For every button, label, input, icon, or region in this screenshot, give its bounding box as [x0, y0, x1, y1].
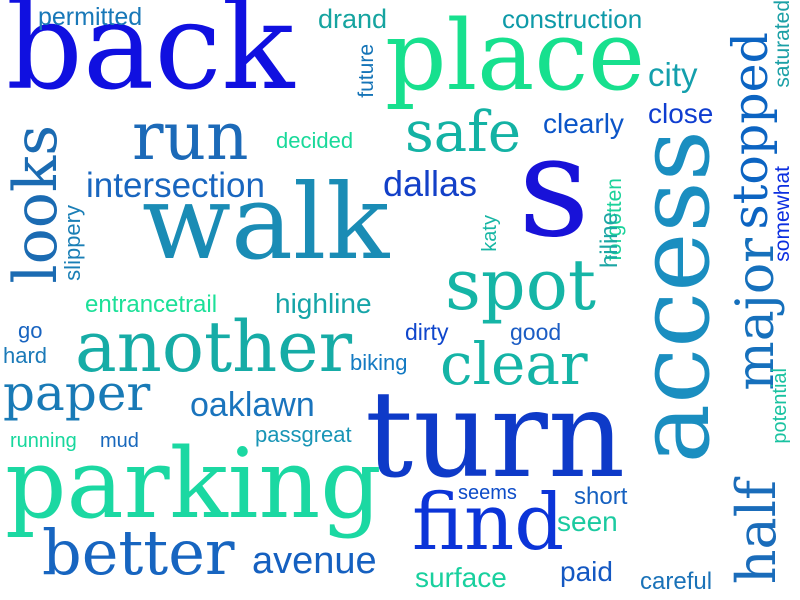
- word-intersection: intersection: [86, 166, 265, 205]
- word-permitted: permitted: [38, 3, 143, 31]
- word-go: go: [18, 318, 43, 343]
- word-close: close: [648, 98, 714, 129]
- word-running: running: [10, 430, 77, 452]
- word-mud: mud: [100, 430, 139, 452]
- word-walk: walk: [142, 161, 390, 283]
- word-city: city: [648, 56, 698, 93]
- word-saturated: saturated: [771, 0, 794, 88]
- word-dirty: dirty: [405, 319, 449, 345]
- word-stopped: stopped: [722, 32, 779, 230]
- word-better: better: [42, 516, 235, 589]
- word-paper: paper: [3, 364, 151, 422]
- word-seen: seen: [557, 506, 618, 537]
- word-future: future: [355, 44, 378, 98]
- word-careful: careful: [640, 568, 713, 595]
- word-s: s: [518, 106, 590, 269]
- word-safe: safe: [405, 100, 521, 165]
- word-passgreat: passgreat: [255, 422, 352, 447]
- word-clear: clear: [440, 330, 588, 398]
- word-oaklawn: oaklawn: [190, 386, 315, 424]
- word-good: good: [510, 319, 562, 345]
- word-entrancetrail: entrancetrail: [85, 291, 218, 318]
- word-avenue: avenue: [252, 540, 377, 582]
- word-surface: surface: [415, 562, 507, 593]
- word-dallas: dallas: [383, 163, 478, 204]
- word-hard: hard: [3, 343, 48, 368]
- word-construction: construction: [502, 4, 643, 34]
- word-decided: decided: [276, 128, 354, 153]
- word-another: another: [75, 306, 353, 388]
- word-back: back: [6, 0, 295, 117]
- word-find: find: [412, 478, 565, 568]
- word-parking: parking: [5, 428, 382, 540]
- word-place: place: [385, 0, 645, 112]
- word-access: access: [615, 130, 732, 464]
- word-turn: turn: [365, 366, 626, 505]
- word-slippery: slippery: [60, 205, 85, 281]
- word-run: run: [132, 98, 249, 175]
- word-biking: biking: [350, 350, 408, 375]
- word-paid: paid: [560, 556, 613, 587]
- word-highline: highline: [275, 288, 372, 319]
- word-spot: spot: [445, 244, 597, 326]
- word-hiline: hiline: [596, 212, 623, 269]
- word-short: short: [574, 483, 628, 510]
- word-clearly: clearly: [543, 108, 624, 139]
- word-drand: drand: [318, 4, 388, 34]
- word-potential: potential: [769, 368, 791, 444]
- word-half: half: [725, 480, 788, 585]
- word-looks: looks: [1, 125, 71, 284]
- word-seems: seems: [458, 482, 517, 504]
